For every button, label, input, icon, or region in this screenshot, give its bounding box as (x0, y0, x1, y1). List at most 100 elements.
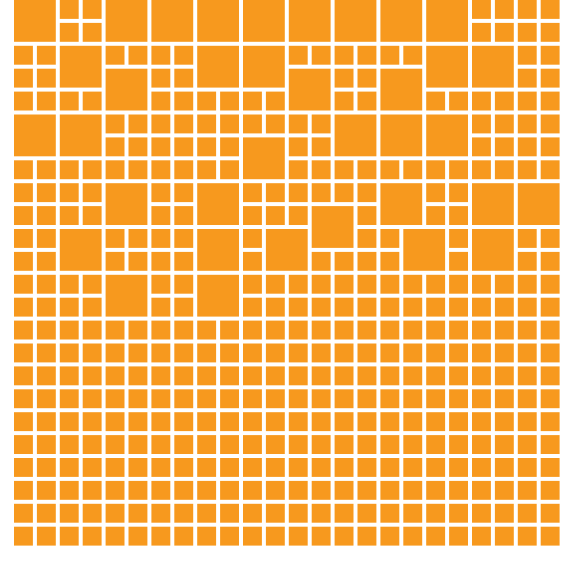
mosaic-block (357, 297, 377, 317)
mosaic-block (357, 229, 377, 248)
mosaic-block (357, 274, 377, 294)
mosaic-block (311, 503, 331, 523)
mosaic-block (59, 480, 79, 500)
mosaic-block (220, 91, 239, 111)
mosaic-block (472, 503, 491, 523)
mosaic-block (243, 480, 262, 500)
mosaic-block (14, 274, 33, 294)
mosaic-block (517, 0, 537, 19)
mosaic-block (82, 435, 102, 454)
mosaic-block (243, 526, 262, 546)
mosaic-block (357, 320, 377, 340)
mosaic-block (426, 160, 446, 180)
mosaic-block-large (288, 0, 331, 42)
mosaic-block (105, 137, 125, 157)
mosaic-block (380, 458, 400, 477)
mosaic-block (82, 412, 102, 432)
mosaic-block (128, 412, 148, 432)
mosaic-block (265, 526, 285, 546)
mosaic-block (151, 503, 171, 523)
mosaic-block (449, 274, 468, 294)
mosaic-block (36, 251, 56, 271)
mosaic-block (380, 320, 400, 340)
mosaic-block (517, 480, 537, 500)
mosaic-block (449, 297, 468, 317)
mosaic-block (426, 412, 446, 432)
mosaic-block (472, 114, 491, 134)
mosaic-block (36, 91, 56, 111)
mosaic-block (311, 366, 331, 386)
mosaic-block (36, 366, 56, 386)
mosaic-block (59, 458, 79, 477)
mosaic-block (265, 274, 285, 294)
mosaic-block (449, 160, 468, 180)
mosaic-block (334, 458, 354, 477)
mosaic-block-large (472, 45, 514, 88)
mosaic-block (449, 503, 468, 523)
mosaic-block (334, 480, 354, 500)
mosaic-block (243, 251, 262, 271)
mosaic-block (449, 206, 468, 225)
mosaic-block (174, 183, 194, 203)
mosaic-block-large (197, 0, 239, 42)
mosaic-block (311, 137, 331, 157)
mosaic-block (36, 435, 56, 454)
mosaic-block (403, 503, 423, 523)
mosaic-block (449, 435, 468, 454)
mosaic-block (197, 320, 217, 340)
mosaic-block-large (472, 183, 514, 225)
mosaic-block (128, 160, 148, 180)
mosaic-block-large (105, 68, 148, 111)
mosaic-block (540, 251, 560, 271)
mosaic-block (494, 114, 514, 134)
mosaic-block (14, 160, 33, 180)
mosaic-block (174, 160, 194, 180)
mosaic-block (449, 480, 468, 500)
mosaic-block (311, 183, 331, 203)
mosaic-block (380, 45, 400, 65)
mosaic-block (334, 274, 354, 294)
mosaic-block-large (197, 274, 239, 317)
mosaic-block (243, 435, 262, 454)
mosaic-block (311, 297, 331, 317)
mosaic-block (59, 160, 79, 180)
mosaic-block (128, 458, 148, 477)
mosaic-block (288, 503, 308, 523)
mosaic-block (540, 343, 560, 363)
mosaic-block (426, 183, 446, 203)
mosaic-block (14, 297, 33, 317)
mosaic-block (403, 320, 423, 340)
mosaic-block (540, 0, 560, 19)
mosaic-block (197, 366, 217, 386)
mosaic-block (14, 229, 33, 248)
mosaic-block (449, 229, 468, 248)
mosaic-block (334, 366, 354, 386)
mosaic-block (311, 389, 331, 409)
mosaic-block (59, 22, 79, 42)
mosaic-block (517, 137, 537, 157)
mosaic-block (426, 366, 446, 386)
mosaic-block-large (151, 0, 194, 42)
mosaic-block (357, 45, 377, 65)
mosaic-block (403, 458, 423, 477)
mosaic-block (265, 389, 285, 409)
mosaic-block (334, 183, 354, 203)
mosaic-block (36, 503, 56, 523)
mosaic-block-large (472, 229, 514, 271)
mosaic-block (449, 458, 468, 477)
mosaic-block (540, 458, 560, 477)
mosaic-block (36, 183, 56, 203)
mosaic-block (14, 68, 33, 88)
mosaic-block (105, 526, 125, 546)
mosaic-block (197, 503, 217, 523)
mosaic-block-large (197, 229, 239, 271)
mosaic-block (380, 412, 400, 432)
mosaic-block (174, 526, 194, 546)
mosaic-block (494, 343, 514, 363)
mosaic-block (265, 297, 285, 317)
mosaic-block (334, 503, 354, 523)
mosaic-block (36, 68, 56, 88)
mosaic-block (174, 458, 194, 477)
mosaic-block (174, 114, 194, 134)
